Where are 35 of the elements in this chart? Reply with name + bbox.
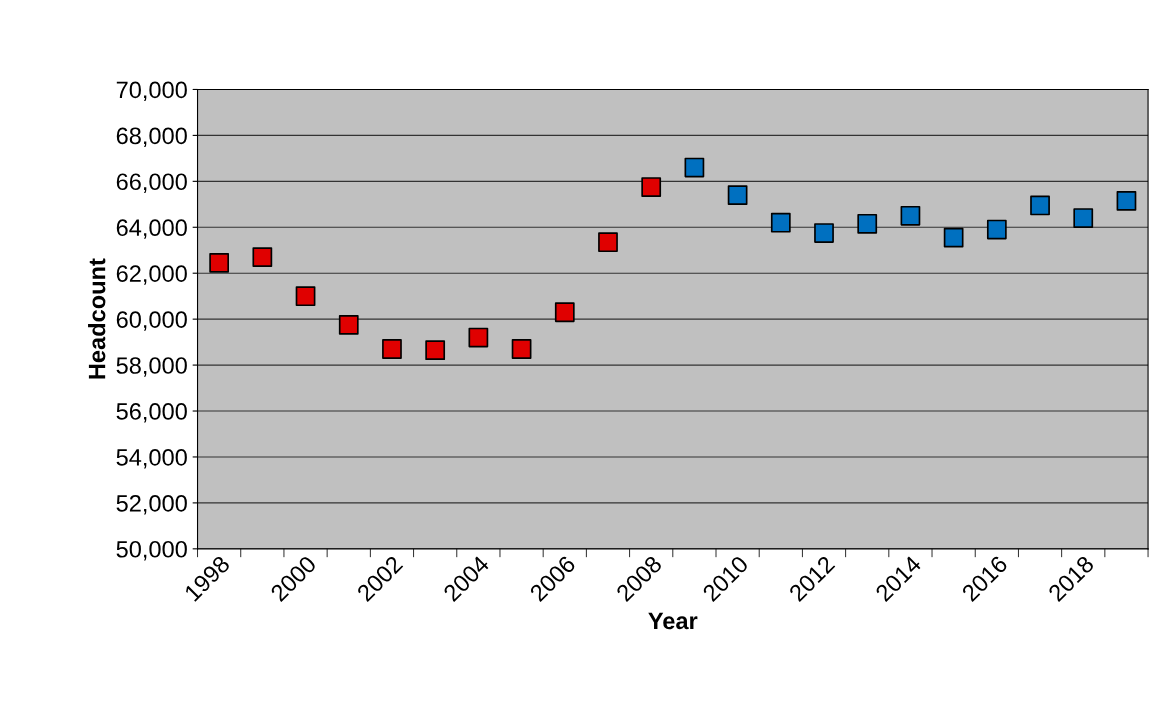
point [468,327,489,348]
y-tick-label: 52,000 [116,494,187,515]
point [295,286,316,307]
point [1116,190,1137,211]
y-tick-label: 50,000 [116,540,187,561]
point [641,177,662,197]
point [727,185,748,206]
point [900,205,921,226]
point [382,339,402,359]
y-tick-label: 56,000 [116,403,187,423]
point [684,157,705,178]
y-tick-label: 66,000 [116,173,187,193]
y-tick-label: 62,000 [116,265,187,285]
point [511,339,532,359]
y-tick-label: 54,000 [116,449,187,469]
y-tick-label: 70,000 [116,81,187,102]
y-tick-label: 60,000 [116,311,187,331]
point [1030,195,1050,216]
point [943,227,964,248]
point [857,213,878,234]
point [252,247,273,268]
point [338,314,359,335]
x-axis-title: Year [648,612,698,630]
point [1073,208,1094,228]
point [554,302,575,323]
y-axis-title: Headcount [88,258,106,379]
point [425,340,446,361]
y-tick-label: 64,000 [116,219,187,239]
y-tick-label: 58,000 [116,357,187,377]
point [598,232,618,253]
point [770,212,791,233]
y-tick-label: 68,000 [116,127,187,147]
point [986,219,1007,240]
point [814,223,834,243]
point [209,252,230,273]
